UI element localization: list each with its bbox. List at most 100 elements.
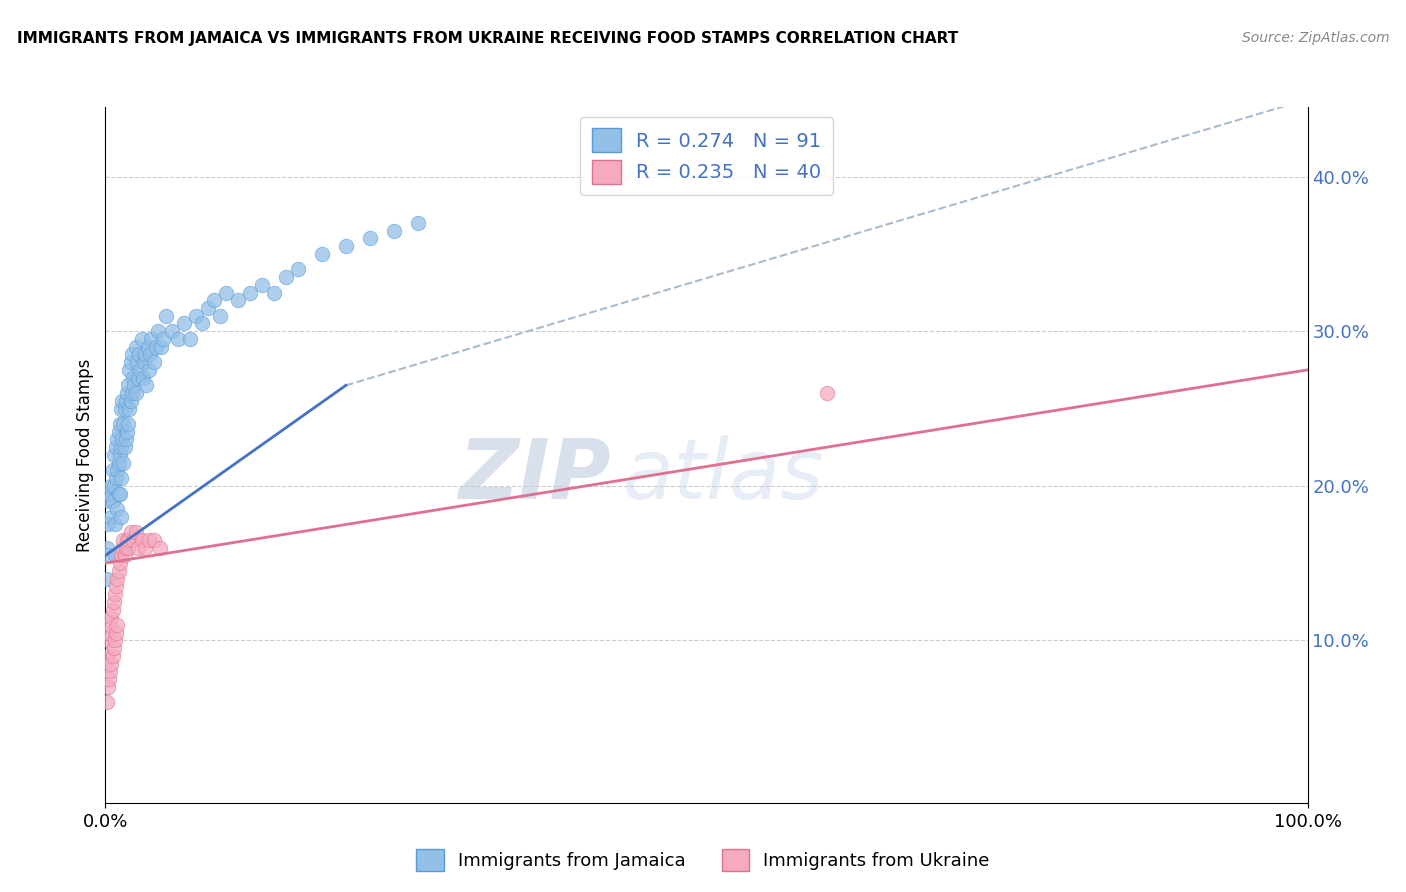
Point xyxy=(107,456,129,470)
Point xyxy=(815,386,838,401)
Point xyxy=(112,417,135,431)
Point xyxy=(239,285,262,300)
Point xyxy=(287,262,309,277)
Point xyxy=(155,309,177,323)
Point xyxy=(115,433,138,447)
Point xyxy=(114,401,136,416)
Point xyxy=(96,541,118,555)
Point xyxy=(134,541,156,555)
Point xyxy=(105,471,128,485)
Point xyxy=(226,293,249,308)
Point xyxy=(117,417,139,431)
Point xyxy=(114,440,136,454)
Point xyxy=(124,340,146,354)
Point xyxy=(107,486,129,500)
Point xyxy=(122,370,145,384)
Point xyxy=(250,277,273,292)
Point xyxy=(120,355,142,369)
Point xyxy=(139,347,162,361)
Point xyxy=(115,386,138,401)
Point xyxy=(115,425,138,439)
Point xyxy=(138,533,160,547)
Point xyxy=(111,433,134,447)
Point xyxy=(98,494,121,508)
Point xyxy=(160,324,183,338)
Point xyxy=(104,517,127,532)
Point xyxy=(132,355,155,369)
Point xyxy=(134,347,156,361)
Point xyxy=(110,440,132,454)
Point xyxy=(107,564,129,578)
Point xyxy=(108,486,131,500)
Point xyxy=(136,340,159,354)
Text: Source: ZipAtlas.com: Source: ZipAtlas.com xyxy=(1241,31,1389,45)
Point xyxy=(97,680,120,694)
Point xyxy=(118,401,141,416)
Point xyxy=(127,370,149,384)
Point xyxy=(107,463,129,477)
Point xyxy=(122,533,145,547)
Point xyxy=(131,332,153,346)
Point xyxy=(108,448,131,462)
Point xyxy=(179,332,201,346)
Point xyxy=(124,386,146,401)
Point xyxy=(101,494,124,508)
Point xyxy=(166,332,188,346)
Point xyxy=(97,633,120,648)
Point xyxy=(112,533,135,547)
Point xyxy=(115,541,138,555)
Point xyxy=(100,509,122,524)
Point xyxy=(120,525,142,540)
Point xyxy=(124,525,146,540)
Point xyxy=(117,378,139,392)
Point xyxy=(96,695,118,709)
Point xyxy=(108,417,131,431)
Point xyxy=(263,285,285,300)
Point xyxy=(173,317,195,331)
Point xyxy=(382,224,405,238)
Point xyxy=(111,393,134,408)
Point xyxy=(98,672,121,686)
Point xyxy=(110,401,132,416)
Point xyxy=(112,456,135,470)
Point xyxy=(131,533,153,547)
Point xyxy=(208,309,231,323)
Point xyxy=(96,572,118,586)
Point xyxy=(124,378,146,392)
Point xyxy=(148,541,170,555)
Point xyxy=(105,440,128,454)
Point xyxy=(98,486,121,500)
Point xyxy=(110,549,132,563)
Point xyxy=(214,285,236,300)
Point xyxy=(100,479,122,493)
Point xyxy=(115,533,138,547)
Point xyxy=(111,541,134,555)
Point xyxy=(359,231,381,245)
Legend: Immigrants from Jamaica, Immigrants from Ukraine: Immigrants from Jamaica, Immigrants from… xyxy=(409,842,997,879)
Point xyxy=(129,363,152,377)
Point xyxy=(103,479,125,493)
Point xyxy=(105,625,128,640)
Point xyxy=(184,309,207,323)
Point xyxy=(142,533,165,547)
Point xyxy=(139,332,162,346)
Point xyxy=(98,665,121,679)
Point xyxy=(97,517,120,532)
Point xyxy=(132,370,155,384)
Point xyxy=(202,293,225,308)
Point xyxy=(121,347,143,361)
Point xyxy=(335,239,357,253)
Text: atlas: atlas xyxy=(623,435,824,516)
Point xyxy=(135,378,157,392)
Point xyxy=(145,340,167,354)
Point xyxy=(103,641,125,656)
Text: IMMIGRANTS FROM JAMAICA VS IMMIGRANTS FROM UKRAINE RECEIVING FOOD STAMPS CORRELA: IMMIGRANTS FROM JAMAICA VS IMMIGRANTS FR… xyxy=(17,31,957,46)
Point xyxy=(128,347,150,361)
Point xyxy=(103,448,125,462)
Point xyxy=(142,355,165,369)
Point xyxy=(97,549,120,563)
Point xyxy=(107,572,129,586)
Point xyxy=(121,386,143,401)
Point xyxy=(118,363,141,377)
Point xyxy=(100,657,122,671)
